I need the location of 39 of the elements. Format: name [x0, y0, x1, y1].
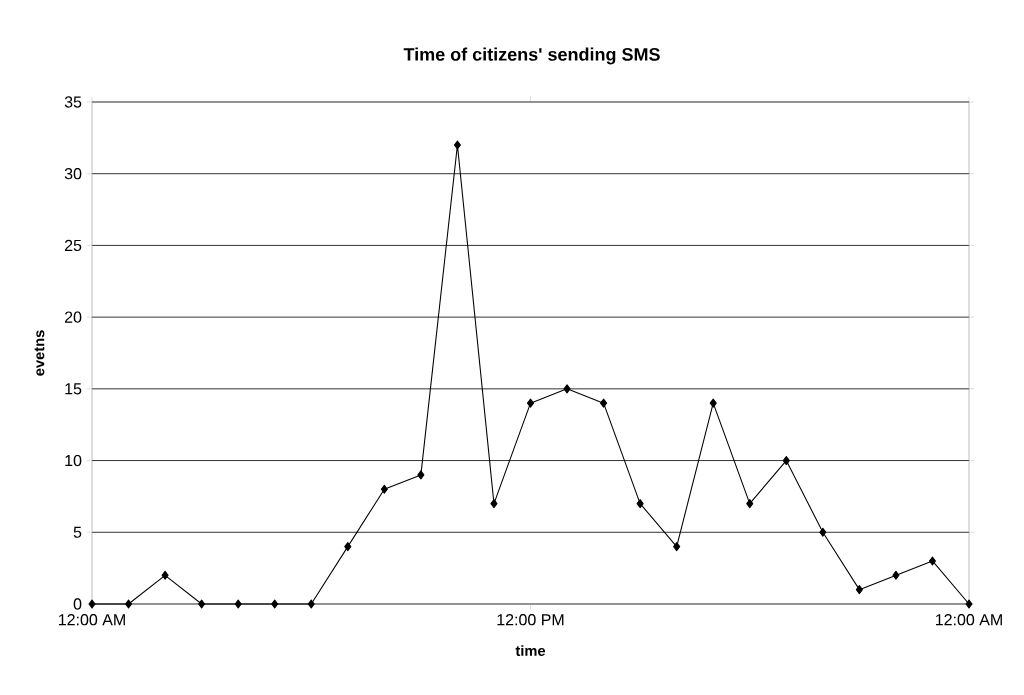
point — [636, 499, 644, 509]
point — [234, 599, 242, 609]
x-tick-label: 12:00 PM — [497, 614, 564, 626]
point — [965, 599, 973, 609]
point — [709, 398, 717, 408]
x-axis-title: time — [515, 645, 546, 656]
y-tick-label: 25 — [64, 239, 82, 252]
point — [819, 527, 827, 537]
point — [855, 585, 863, 595]
point — [307, 599, 315, 609]
point — [125, 599, 133, 609]
y-axis-title: evetns — [34, 330, 45, 376]
point — [563, 384, 571, 394]
point — [88, 599, 96, 609]
point — [526, 398, 535, 408]
y-tick-label: 20 — [64, 311, 82, 323]
point — [746, 499, 754, 509]
y-tick-label: 0 — [73, 598, 82, 610]
y-tick-label: 15 — [65, 383, 82, 395]
point — [782, 456, 790, 466]
point — [271, 599, 279, 609]
chart-title: Time of citizens' sending SMS — [403, 47, 660, 65]
point — [161, 570, 169, 580]
point — [453, 140, 461, 150]
y-tick-label: 5 — [73, 526, 82, 538]
point — [600, 398, 608, 408]
point — [673, 542, 681, 552]
point — [344, 542, 352, 552]
point — [417, 470, 425, 480]
y-tick-label: 35 — [64, 96, 82, 108]
point — [380, 484, 388, 494]
point — [928, 556, 936, 566]
y-tick-label: 30 — [64, 168, 82, 180]
y-tick-label: 10 — [65, 454, 82, 467]
point — [892, 570, 900, 580]
point — [198, 599, 206, 609]
x-tick-label: 12:00 AM — [58, 614, 125, 626]
x-tick-label: 12:00 AM — [935, 614, 1002, 626]
point — [490, 499, 498, 509]
